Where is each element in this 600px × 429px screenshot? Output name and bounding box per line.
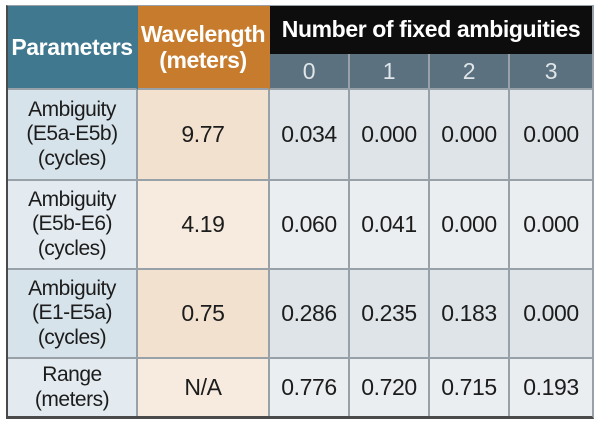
table-grid: Parameters Wavelength (meters) Number of… [6,5,594,419]
header-parameters: Parameters [8,6,138,90]
ambiguity-table: Parameters Wavelength (meters) Number of… [6,5,594,419]
value-cell: 0.715 [430,359,510,416]
value-cell: 0.235 [350,270,430,359]
value-cell: 0.000 [430,181,510,270]
value-cell: 0.720 [350,359,430,416]
value-cell: 0.000 [510,181,592,270]
param-cell-e1-e5a: Ambiguity (E1-E5a) (cycles) [8,270,138,359]
value-cell: 0.034 [270,90,350,181]
wavelength-cell: 9.77 [138,90,270,181]
subheader-count-0: 0 [270,54,350,90]
value-cell: 0.776 [270,359,350,416]
value-cell: 0.000 [350,90,430,181]
subheader-count-1: 1 [350,54,430,90]
subheader-count-3: 3 [510,54,592,90]
value-cell: 0.000 [510,90,592,181]
param-cell-e5b-e6: Ambiguity (E5b-E6) (cycles) [8,181,138,270]
subheader-count-2: 2 [430,54,510,90]
wavelength-cell: N/A [138,359,270,416]
value-cell: 0.000 [430,90,510,181]
wavelength-cell: 0.75 [138,270,270,359]
value-cell: 0.041 [350,181,430,270]
value-cell: 0.060 [270,181,350,270]
wavelength-cell: 4.19 [138,181,270,270]
value-cell: 0.000 [510,270,592,359]
value-cell: 0.183 [430,270,510,359]
value-cell: 0.286 [270,270,350,359]
header-wavelength: Wavelength (meters) [138,6,270,90]
param-cell-range: Range (meters) [8,359,138,416]
header-fixed-ambiguities: Number of fixed ambiguities [270,6,592,54]
value-cell: 0.193 [510,359,592,416]
param-cell-e5a-e5b: Ambiguity (E5a-E5b) (cycles) [8,90,138,181]
